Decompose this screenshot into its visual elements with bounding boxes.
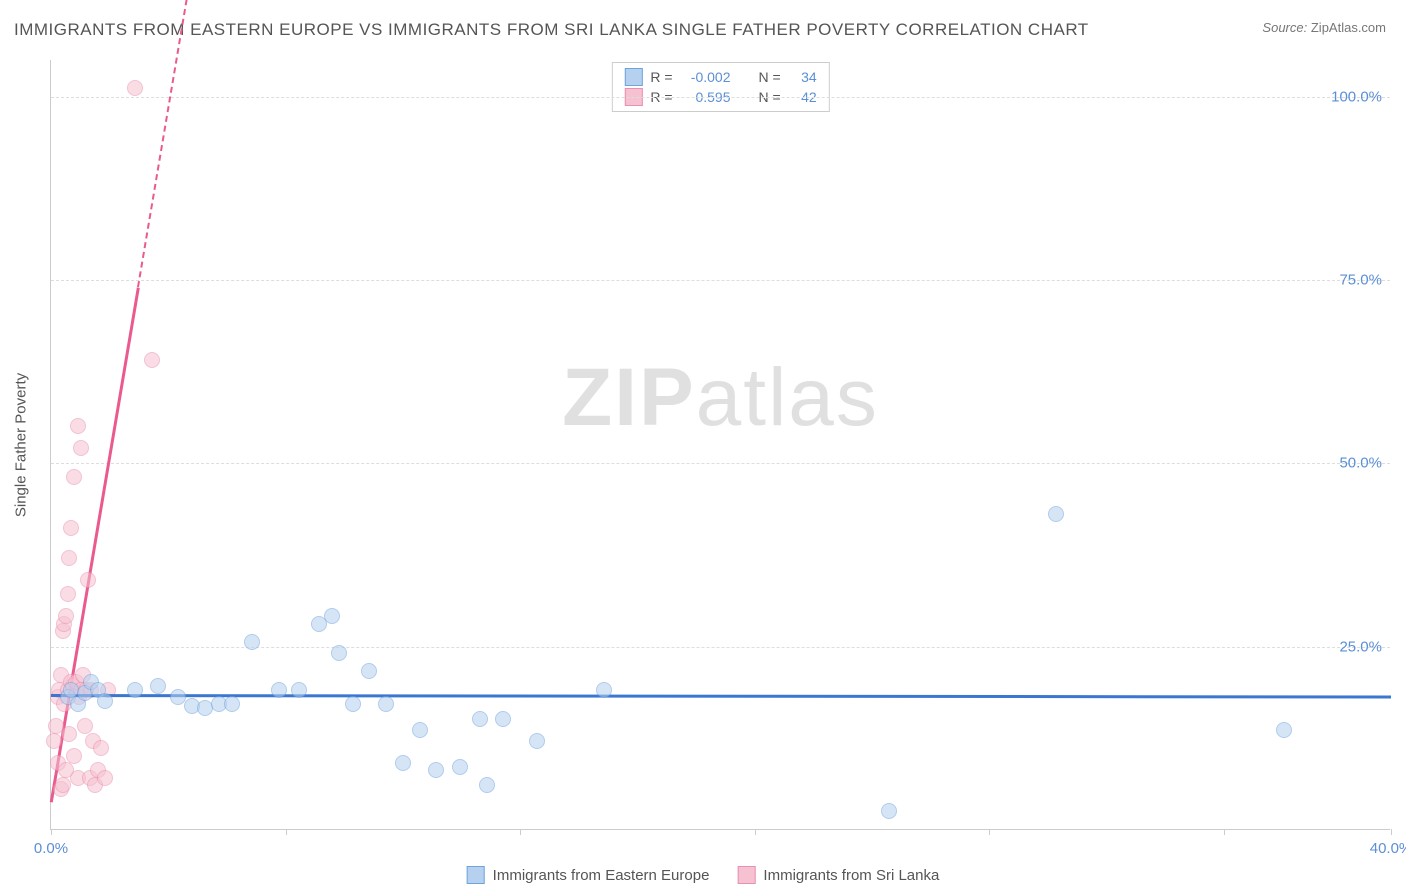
scatter-point (150, 678, 166, 694)
scatter-chart: ZIPatlas Single Father Poverty R =-0.002… (50, 60, 1390, 830)
source-value: ZipAtlas.com (1311, 20, 1386, 35)
scatter-point (395, 755, 411, 771)
scatter-point (331, 645, 347, 661)
scatter-point (881, 803, 897, 819)
scatter-point (452, 759, 468, 775)
y-tick-label: 100.0% (1331, 88, 1382, 105)
watermark-atlas: atlas (696, 352, 879, 443)
scatter-point (97, 770, 113, 786)
gridline (51, 97, 1390, 98)
legend-swatch (624, 68, 642, 86)
scatter-point (127, 80, 143, 96)
scatter-point (271, 682, 287, 698)
x-tick (1224, 829, 1225, 835)
watermark: ZIPatlas (562, 351, 879, 445)
chart-title: IMMIGRANTS FROM EASTERN EUROPE VS IMMIGR… (14, 20, 1089, 40)
legend-r-label: R = (650, 69, 672, 85)
scatter-point (1048, 506, 1064, 522)
scatter-point (63, 520, 79, 536)
legend-row: R = -0.002 N = 34 (624, 67, 816, 87)
scatter-point (291, 682, 307, 698)
scatter-point (1276, 722, 1292, 738)
y-axis-label: Single Father Poverty (13, 372, 30, 516)
series-legend-item: Immigrants from Eastern Europe (467, 866, 710, 884)
legend-n-label: N = (759, 69, 781, 85)
scatter-point (46, 733, 62, 749)
trend-line-dashed (137, 0, 196, 287)
scatter-point (144, 352, 160, 368)
source-label: Source: (1262, 20, 1307, 35)
x-tick (1391, 829, 1392, 835)
y-tick-label: 25.0% (1339, 638, 1382, 655)
scatter-point (428, 762, 444, 778)
x-tick-label: 40.0% (1370, 840, 1406, 857)
x-tick-label: 0.0% (34, 840, 68, 857)
scatter-point (60, 586, 76, 602)
x-tick (755, 829, 756, 835)
watermark-zip: ZIP (562, 352, 696, 443)
scatter-point (61, 550, 77, 566)
scatter-point (80, 572, 96, 588)
x-tick (51, 829, 52, 835)
series-legend-item: Immigrants from Sri Lanka (737, 866, 939, 884)
scatter-point (378, 696, 394, 712)
correlation-legend: R =-0.002N =34R =0.595N =42 (611, 62, 829, 112)
scatter-point (495, 711, 511, 727)
scatter-point (412, 722, 428, 738)
legend-swatch (737, 866, 755, 884)
scatter-point (66, 748, 82, 764)
legend-r-value: -0.002 (681, 69, 731, 85)
scatter-point (58, 608, 74, 624)
x-tick (989, 829, 990, 835)
source-credit: Source: ZipAtlas.com (1262, 20, 1386, 35)
legend-swatch (467, 866, 485, 884)
gridline (51, 463, 1390, 464)
scatter-point (73, 440, 89, 456)
trend-line (51, 694, 1391, 698)
scatter-point (529, 733, 545, 749)
series-name: Immigrants from Eastern Europe (493, 867, 710, 884)
gridline (51, 280, 1390, 281)
x-tick (286, 829, 287, 835)
scatter-point (596, 682, 612, 698)
y-tick-label: 50.0% (1339, 455, 1382, 472)
scatter-point (55, 777, 71, 793)
scatter-point (472, 711, 488, 727)
y-tick-label: 75.0% (1339, 272, 1382, 289)
series-legend: Immigrants from Eastern Europe Immigrants… (467, 866, 940, 884)
legend-n-value: 34 (789, 69, 817, 85)
scatter-point (361, 663, 377, 679)
scatter-point (77, 718, 93, 734)
scatter-point (70, 418, 86, 434)
scatter-point (345, 696, 361, 712)
scatter-point (479, 777, 495, 793)
series-name: Immigrants from Sri Lanka (763, 867, 939, 884)
scatter-point (97, 693, 113, 709)
scatter-point (127, 682, 143, 698)
scatter-point (324, 608, 340, 624)
x-tick (520, 829, 521, 835)
scatter-point (61, 726, 77, 742)
scatter-point (224, 696, 240, 712)
scatter-point (66, 469, 82, 485)
scatter-point (93, 740, 109, 756)
scatter-point (244, 634, 260, 650)
